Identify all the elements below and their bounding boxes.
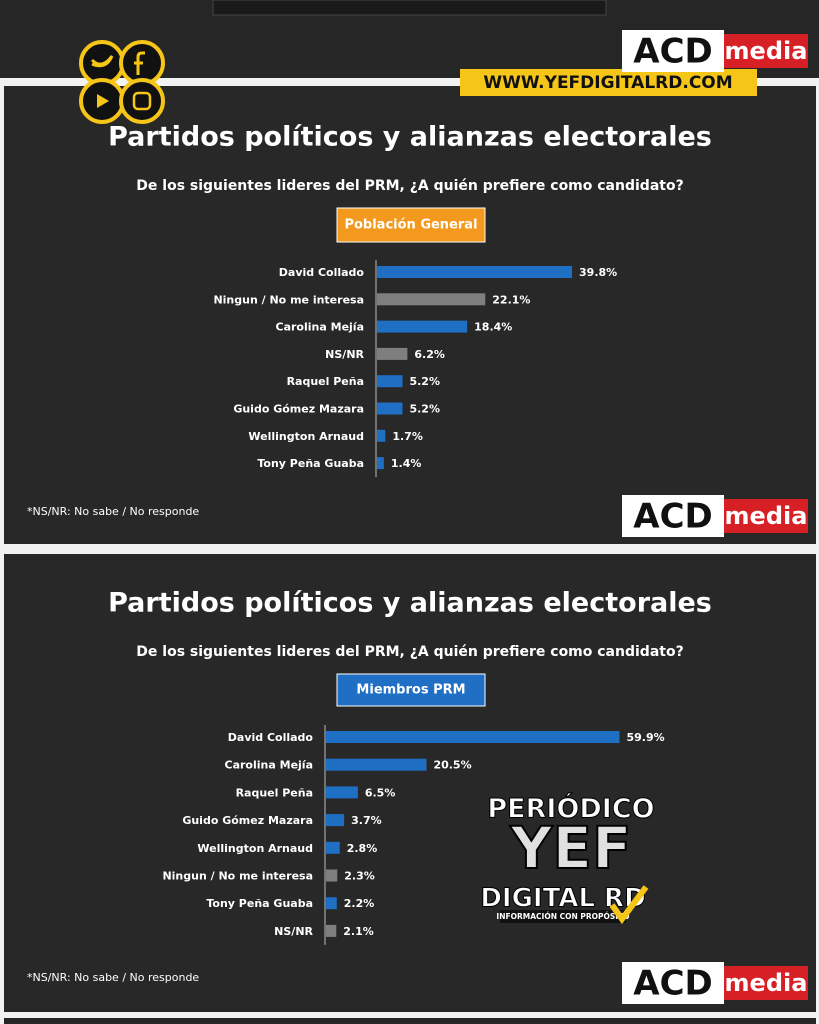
category-label: Tony Peña Guaba — [257, 457, 364, 470]
category-label: Tony Peña Guaba — [206, 897, 313, 910]
check-mark — [609, 885, 649, 925]
acd-logo: ACD media — [622, 962, 808, 1004]
chart-title: Partidos políticos y alianzas electorale… — [108, 122, 712, 153]
value-label: 2.2% — [344, 897, 375, 910]
value-label: 2.1% — [343, 925, 374, 938]
value-label: 18.4% — [474, 321, 512, 334]
group-label: Población General — [344, 218, 477, 233]
acd-logo: ACD media — [622, 30, 808, 72]
bird-glyph — [90, 55, 114, 68]
value-label: 5.2% — [409, 375, 440, 388]
value-label: 20.5% — [433, 759, 471, 772]
bar — [377, 402, 403, 415]
logo-acd: ACD — [633, 964, 713, 1004]
footnote: *NS/NR: No sabe / No responde — [27, 505, 199, 518]
logo-red — [724, 499, 808, 533]
chart-subtitle: De los siguientes lideres del PRM, ¿A qu… — [136, 644, 683, 660]
url: WWW.YEFDIGITALRD.COM — [483, 73, 732, 93]
yef-tag-box — [500, 910, 626, 923]
logo-media: media — [725, 969, 808, 997]
bar — [326, 841, 340, 854]
bar — [326, 758, 427, 771]
category-label: Guido Gómez Mazara — [182, 814, 313, 827]
chart-subtitle: De los siguientes lideres del PRM, ¿A qu… — [136, 178, 683, 194]
bar — [377, 347, 408, 360]
category-label: David Collado — [228, 731, 314, 744]
yef-top: PERIÓDICO — [487, 793, 654, 825]
category-label: David Collado — [279, 266, 365, 279]
play-glyph — [97, 94, 109, 108]
value-label: 1.7% — [392, 430, 423, 443]
panel — [4, 86, 816, 544]
value-label: 1.4% — [391, 457, 422, 470]
bar — [377, 320, 468, 333]
instagram-icon — [119, 78, 165, 124]
value-label: 59.9% — [627, 731, 665, 744]
bar — [377, 266, 573, 278]
category-label: NS/NR — [274, 925, 313, 938]
bar — [326, 869, 338, 882]
social-icons — [79, 40, 165, 124]
category-label: NS/NR — [325, 348, 364, 361]
value-label: 3.7% — [351, 814, 382, 827]
value-label: 22.1% — [492, 293, 530, 306]
camera-glyph — [132, 91, 152, 111]
category-label: Ningun / No me interesa — [213, 293, 364, 306]
bar — [377, 429, 386, 442]
footnote: *NS/NR: No sabe / No responde — [27, 971, 199, 984]
category-label: Raquel Peña — [287, 375, 364, 388]
logo-acd: ACD — [633, 32, 713, 72]
chart-title: Partidos políticos y alianzas electorale… — [108, 588, 712, 619]
logo-media: media — [725, 37, 808, 65]
value-label: 2.8% — [347, 842, 378, 855]
value-label: 5.2% — [409, 403, 440, 416]
category-label: Carolina Mejía — [276, 321, 364, 334]
group-label: Miembros PRM — [356, 683, 465, 698]
yef-tag: INFORMACIÓN CON PROPÓSITO — [496, 912, 629, 921]
logo-white — [622, 30, 724, 72]
bar — [326, 814, 345, 827]
f-glyph — [134, 51, 145, 75]
logo-media: media — [725, 502, 808, 530]
value-label: 6.5% — [365, 786, 396, 799]
video-frame — [212, 0, 607, 16]
bar — [326, 786, 358, 799]
logo-white — [622, 495, 724, 537]
yef-mid: YEF — [509, 814, 631, 882]
category-label: Guido Gómez Mazara — [233, 403, 364, 416]
bar — [377, 375, 403, 388]
group-badge — [336, 207, 486, 243]
value-label: 2.3% — [344, 870, 375, 883]
logo-red — [724, 34, 808, 68]
logo-acd: ACD — [633, 497, 713, 537]
bar — [326, 897, 337, 910]
panel — [4, 554, 816, 1012]
category-label: Wellington Arnaud — [197, 842, 313, 855]
url-banner — [460, 69, 757, 96]
category-label: Wellington Arnaud — [248, 430, 364, 443]
group-badge — [336, 673, 486, 707]
bar — [326, 731, 620, 743]
category-label: Raquel Peña — [236, 786, 313, 799]
category-label: Carolina Mejía — [225, 759, 313, 772]
logo-white — [622, 962, 724, 1004]
bar — [326, 924, 337, 937]
acd-logo: ACD media — [622, 495, 808, 537]
category-label: Ningun / No me interesa — [162, 870, 313, 883]
logo-red — [724, 966, 808, 1000]
bar — [377, 457, 384, 470]
bottom-panel — [4, 1018, 816, 1024]
yef-bottom: DIGITAL RD — [480, 884, 645, 914]
value-label: 6.2% — [414, 348, 445, 361]
value-label: 39.8% — [579, 266, 617, 279]
bar — [377, 293, 486, 306]
